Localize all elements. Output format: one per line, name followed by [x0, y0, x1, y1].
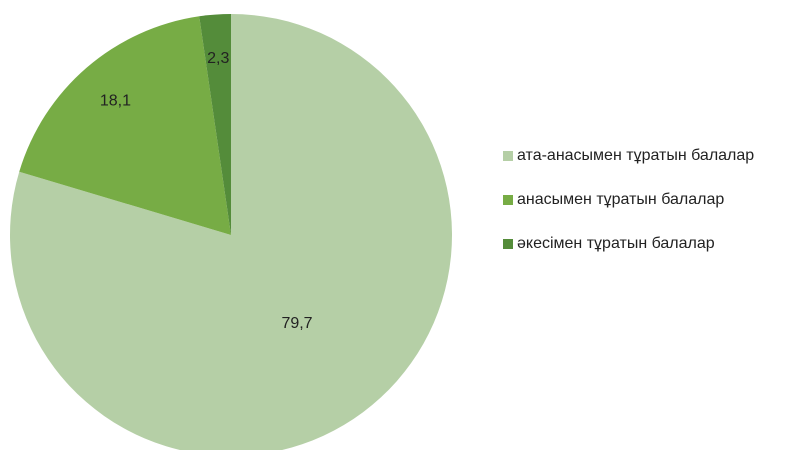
- legend-swatch: [503, 151, 513, 161]
- pie-slice: [10, 14, 452, 450]
- data-label: 18,1: [100, 92, 131, 109]
- legend-swatch: [503, 195, 513, 205]
- legend-item: ата-анасымен тұратын балалар: [503, 144, 783, 168]
- data-label: 79,7: [281, 315, 312, 332]
- legend-label: ата-анасымен тұратын балалар: [517, 147, 755, 164]
- legend-label: әкесімен тұратын балалар: [517, 235, 715, 252]
- legend-item: анасымен тұратын балалар: [503, 188, 783, 212]
- legend-swatch: [503, 239, 513, 249]
- pie-slice: [19, 16, 232, 235]
- legend: ата-анасымен тұратын балалар анасымен тұр…: [503, 144, 783, 276]
- data-label: 2,3: [207, 50, 229, 67]
- legend-label: анасымен тұратын балалар: [517, 191, 725, 208]
- legend-item: әкесімен тұратын балалар: [503, 232, 783, 256]
- pie-slice: [199, 14, 231, 235]
